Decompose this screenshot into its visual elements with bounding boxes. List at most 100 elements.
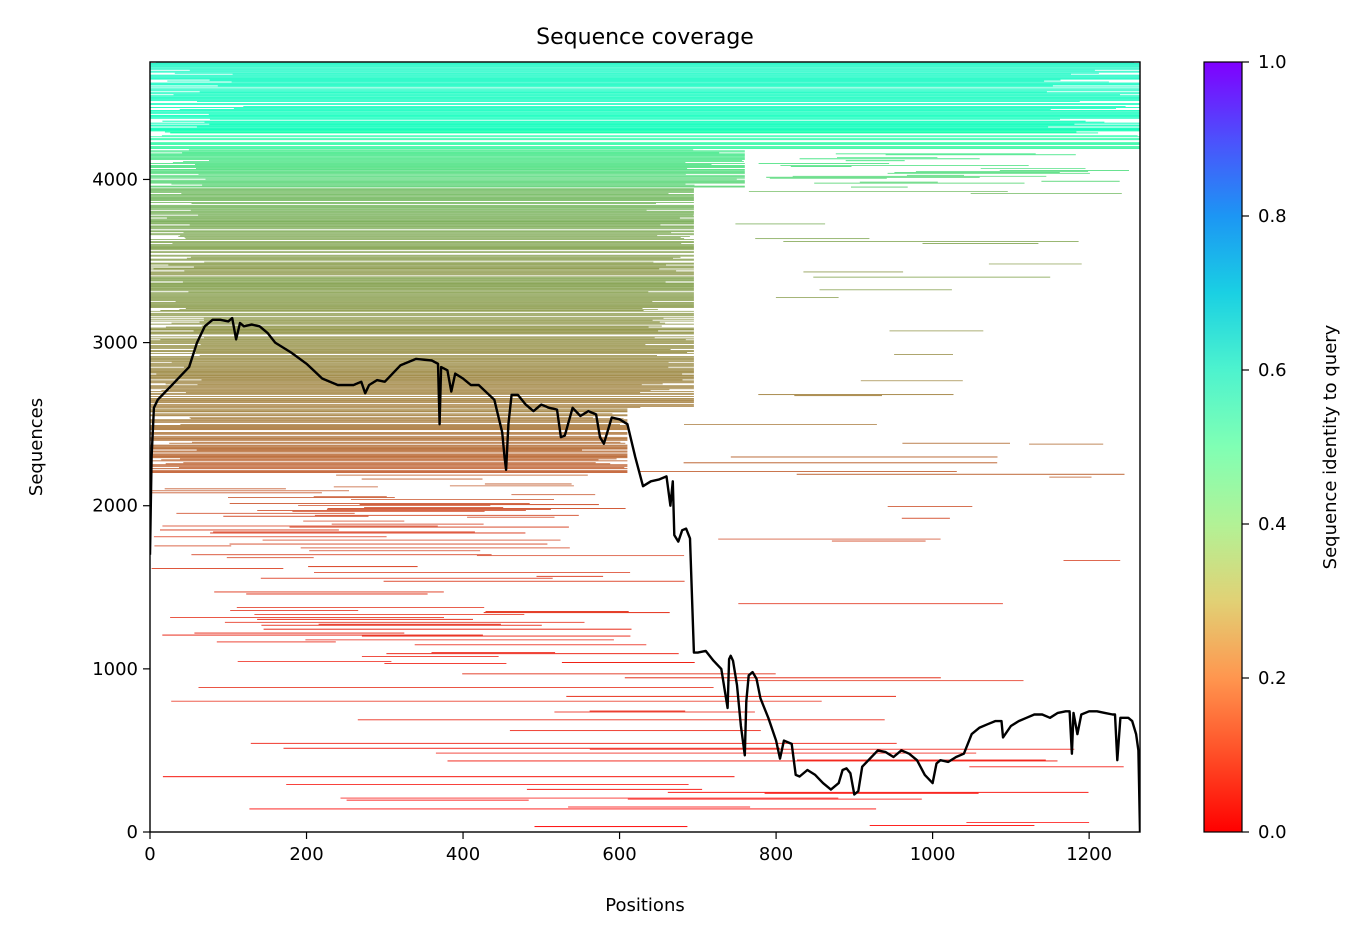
heatmap-row xyxy=(150,454,628,456)
heatmap-row xyxy=(885,154,1076,156)
heatmap-row xyxy=(150,221,694,223)
heatmap-row xyxy=(198,173,686,175)
heatmap-row xyxy=(150,318,694,320)
heatmap-row xyxy=(150,298,694,300)
heatmap-row xyxy=(150,206,694,208)
heatmap-row xyxy=(150,146,1140,147)
heatmap-row xyxy=(735,223,826,225)
heatmap-row xyxy=(150,249,694,250)
y-tick-label: 4000 xyxy=(92,169,138,190)
heatmap-row xyxy=(150,128,1140,130)
heatmap-row xyxy=(150,78,1140,80)
heatmap-row xyxy=(150,259,694,261)
heatmap-row xyxy=(769,177,887,179)
heatmap-row xyxy=(150,304,694,305)
heatmap-row xyxy=(164,488,286,490)
heatmap-row xyxy=(204,121,1105,123)
heatmap-row xyxy=(199,91,1047,93)
heatmap-row xyxy=(150,340,694,342)
heatmap-row xyxy=(150,163,745,164)
heatmap-row xyxy=(150,372,694,374)
heatmap-row xyxy=(150,313,694,315)
heatmap-row xyxy=(511,494,596,496)
heatmap-row xyxy=(568,806,751,808)
heatmap-row xyxy=(150,433,628,435)
heatmap-row xyxy=(179,467,625,469)
heatmap-row xyxy=(150,64,1140,65)
heatmap-row xyxy=(150,280,694,282)
heatmap-row xyxy=(150,367,694,369)
heatmap-row xyxy=(361,478,483,480)
heatmap-row xyxy=(314,572,631,573)
heatmap-row xyxy=(260,577,553,579)
heatmap-row xyxy=(150,154,745,156)
heatmap-row xyxy=(150,451,628,453)
heatmap-row xyxy=(204,261,654,263)
heatmap-row xyxy=(150,410,628,412)
heatmap-row xyxy=(150,444,628,446)
heatmap-row xyxy=(150,370,694,372)
heatmap-row xyxy=(150,419,628,421)
heatmap-row xyxy=(589,748,1075,750)
heatmap-row xyxy=(156,373,683,375)
heatmap-row xyxy=(150,211,694,213)
heatmap-row xyxy=(292,510,485,512)
heatmap-row xyxy=(151,568,284,569)
heatmap-row xyxy=(150,83,1140,85)
heatmap-row xyxy=(153,268,660,270)
heatmap-row xyxy=(150,341,694,343)
heatmap-row xyxy=(150,170,745,171)
heatmap-row xyxy=(999,170,1129,171)
heatmap-row xyxy=(210,532,526,534)
heatmap-row xyxy=(326,509,551,510)
heatmap-row xyxy=(922,243,1039,244)
heatmap-row xyxy=(589,710,686,712)
heatmap-row xyxy=(150,202,694,203)
heatmap-row xyxy=(150,369,694,371)
heatmap-row xyxy=(150,68,1140,70)
heatmap-row xyxy=(189,224,661,226)
y-tick-label: 3000 xyxy=(92,333,138,354)
heatmap-row xyxy=(966,822,1090,823)
heatmap-row xyxy=(160,529,339,531)
heatmap-row xyxy=(150,272,694,274)
heatmap-row xyxy=(150,147,1140,149)
heatmap-row xyxy=(216,641,336,643)
heatmap-row xyxy=(851,186,908,188)
heatmap-row xyxy=(184,237,681,238)
heatmap-row xyxy=(179,309,658,310)
heatmap-row xyxy=(150,273,694,275)
heatmap-row xyxy=(150,380,694,382)
heatmap-row xyxy=(887,172,1090,174)
heatmap-row xyxy=(168,264,667,266)
heatmap-row xyxy=(180,235,658,237)
heatmap-row xyxy=(150,408,628,410)
heatmap-row xyxy=(178,236,690,238)
heatmap-row xyxy=(150,364,694,366)
heatmap-row xyxy=(1049,476,1092,478)
heatmap-row xyxy=(150,327,694,329)
heatmap-row xyxy=(150,110,1140,111)
heatmap-row xyxy=(150,403,694,405)
heatmap-row xyxy=(150,289,694,291)
heatmap-row xyxy=(196,449,582,451)
heatmap-row xyxy=(150,386,694,388)
heatmap-row xyxy=(150,438,628,440)
heatmap-row xyxy=(150,404,694,406)
heatmap-row xyxy=(150,215,694,217)
heatmap-row xyxy=(150,415,628,417)
heatmap-row xyxy=(383,580,685,582)
heatmap-row xyxy=(150,300,694,302)
heatmap-row xyxy=(485,611,629,613)
heatmap-row xyxy=(150,447,628,449)
heatmap-row xyxy=(150,99,1140,100)
heatmap-row xyxy=(232,73,1072,75)
heatmap-row xyxy=(150,283,694,285)
heatmap-row xyxy=(160,310,644,311)
heatmap-row xyxy=(748,191,1008,192)
heatmap-row xyxy=(150,233,694,235)
heatmap-row xyxy=(262,539,561,541)
heatmap-row xyxy=(214,591,444,593)
heatmap-row xyxy=(887,506,973,507)
heatmap-row xyxy=(150,239,694,241)
